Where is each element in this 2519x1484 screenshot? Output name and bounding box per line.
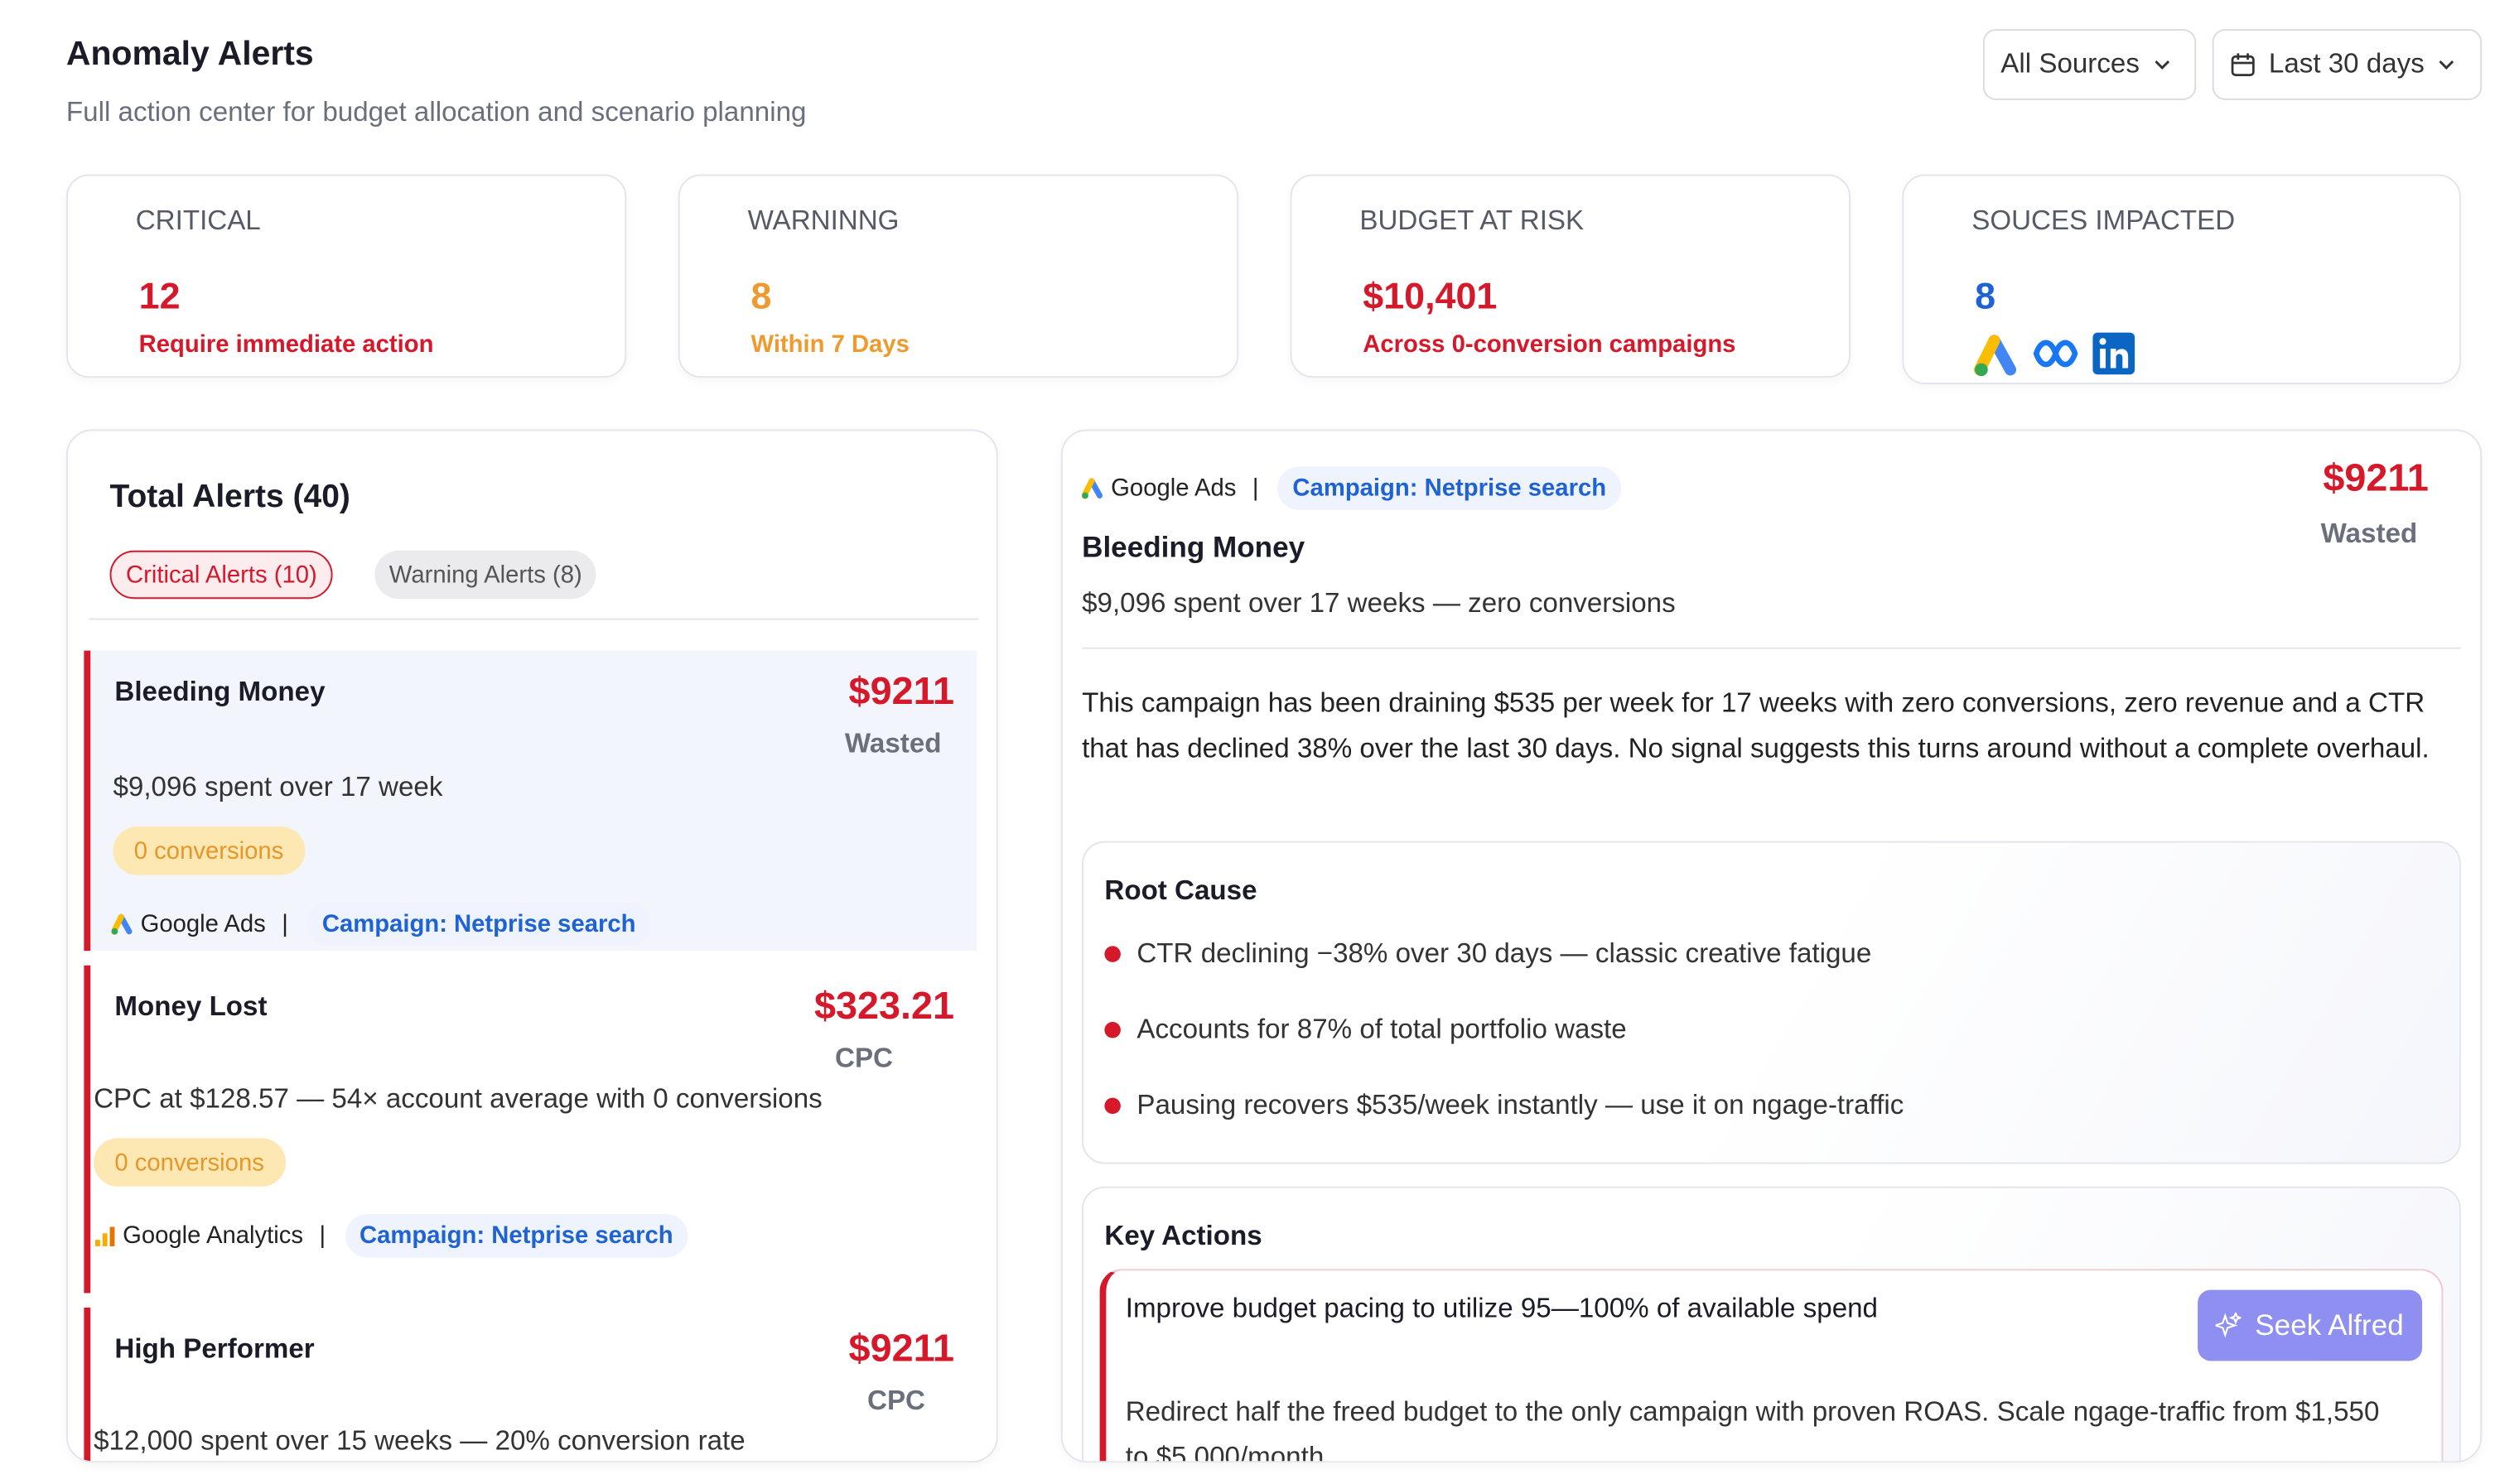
stat-note: Require immediate action — [138, 330, 434, 359]
alert-item[interactable]: Bleeding Money $9211 Wasted $9,096 spent… — [84, 650, 977, 952]
alert-title: Money Lost — [114, 990, 268, 1022]
alert-description: CPC at $128.57 — 54× account average wit… — [94, 1083, 823, 1115]
stat-label: WARNINNG — [747, 205, 900, 236]
page-title: Anomaly Alerts — [65, 35, 314, 73]
tab[interactable]: Critical Alerts (10) — [109, 550, 334, 600]
key-actions-box: Key Actions Improve budget pacing to uti… — [1082, 1186, 2461, 1463]
button-label: Seek Alfred — [2255, 1308, 2404, 1341]
stat-note: Across 0-conversion campaigns — [1363, 330, 1736, 359]
item-text: Pausing recovers $535/week instantly — u… — [1136, 1089, 1904, 1120]
sparkle-icon — [2216, 1312, 2242, 1338]
alert-badge: 0 conversions — [113, 826, 305, 875]
root-cause-item: CTR declining −38% over 30 days — classi… — [1104, 938, 1871, 971]
alert-amount-label: CPC — [835, 1043, 894, 1074]
stat-card: SOUCES IMPACTED 8 — [1902, 174, 2461, 384]
chevron — [2155, 60, 2170, 70]
root-cause-box: Root Cause CTR declining −38% over 30 da… — [1082, 841, 2461, 1164]
stat-value: 12 — [138, 274, 181, 317]
panel-title: Total Alerts (40) — [109, 479, 350, 515]
tab[interactable]: Warning Alerts (8) — [374, 550, 597, 600]
filter-label: Last 30 days — [2268, 48, 2425, 80]
alerts-panel: Total Alerts (40) Critical Alerts (10) W… — [65, 429, 998, 1463]
detail-title: Bleeding Money — [1082, 531, 1305, 564]
section-title: Root Cause — [1104, 874, 1257, 906]
source-icons — [1971, 332, 2135, 377]
separator: | — [1252, 475, 1259, 503]
item-text: CTR declining −38% over 30 days — classi… — [1136, 937, 1872, 969]
detail-panel: Google Ads | Campaign: Netprise search $92… — [1060, 429, 2483, 1463]
bullet — [1104, 1021, 1121, 1038]
detail-amount-label: Wasted — [2320, 518, 2418, 549]
alert-amount: $323.21 — [813, 985, 955, 1029]
section-title: Key Actions — [1104, 1220, 1262, 1251]
action-text: Redirect half the freed budget to the on… — [1125, 1396, 2380, 1463]
alert-amount-label: CPC — [867, 1385, 926, 1416]
divider — [1082, 647, 2461, 649]
root-cause-item: Pausing recovers $535/week instantly — u… — [1104, 1090, 1904, 1122]
alert-amount: $9211 — [848, 1327, 955, 1371]
action-card: Improve budget pacing to utilize 95—100%… — [1099, 1269, 2444, 1463]
source-name: Google Ads — [140, 910, 266, 938]
item-text: Accounts for 87% of total portfolio wast… — [1136, 1014, 1627, 1045]
divider — [89, 618, 979, 620]
alert-source: Google Ads | Campaign: Netprise search — [112, 902, 651, 947]
date-filter[interactable]: Last 30 days — [2212, 29, 2483, 100]
filter-label: All Sources — [2000, 48, 2140, 80]
calendar-icon — [2231, 53, 2255, 77]
bullet — [1104, 946, 1121, 962]
alert-item[interactable]: High Performer $9211 CPC $12,000 spent o… — [84, 1308, 977, 1462]
campaign-tag: Campaign: Netprise search — [345, 1213, 688, 1258]
page-subtitle: Full action center for budget allocation… — [65, 96, 807, 128]
stat-card: BUDGET AT RISK $10,401 Across 0-conversi… — [1290, 174, 1851, 378]
alert-item[interactable]: Money Lost $323.21 CPC CPC at $128.57 — … — [84, 965, 977, 1294]
google-analytics-icon — [95, 1226, 115, 1246]
seek-alfred-button[interactable]: Seek Alfred — [2198, 1289, 2423, 1361]
campaign-tag: Campaign: Netprise search — [1277, 466, 1621, 511]
stat-label: SOUCES IMPACTED — [1971, 205, 2236, 236]
chevron — [2439, 60, 2454, 70]
stat-note: Within 7 Days — [750, 330, 910, 359]
stat-value: $10,401 — [1363, 274, 1498, 317]
source-name: Google Ads — [1111, 475, 1237, 503]
detail-body: This campaign has been draining $535 per… — [1082, 687, 2430, 764]
stat-value: 8 — [1975, 274, 1996, 317]
alert-title: High Performer — [114, 1333, 315, 1365]
separator: | — [319, 1221, 326, 1250]
alert-title: Bleeding Money — [114, 676, 326, 707]
campaign-tag: Campaign: Netprise search — [307, 902, 651, 947]
detail-source: Google Ads | Campaign: Netprise search — [1082, 466, 1621, 511]
separator: | — [282, 910, 288, 938]
alert-amount-label: Wasted — [844, 728, 942, 759]
alert-source: Google Analytics | Campaign: Netprise sear… — [94, 1213, 688, 1258]
stat-label: CRITICAL — [135, 205, 261, 236]
alert-amount: $9211 — [848, 670, 955, 714]
alert-description: $9,096 spent over 17 week — [113, 771, 443, 802]
stat-card: CRITICAL 12 Require immediate action — [65, 174, 627, 378]
root-cause-item: Accounts for 87% of total portfolio wast… — [1104, 1014, 1627, 1046]
stat-value: 8 — [750, 274, 772, 317]
google-ads-icon — [112, 913, 134, 934]
stat-label: BUDGET AT RISK — [1359, 205, 1585, 236]
source-filter[interactable]: All Sources — [1982, 29, 2197, 100]
detail-amount: $9211 — [2323, 456, 2429, 501]
alert-description: $12,000 spent over 15 weeks — 20% conver… — [94, 1425, 746, 1457]
google-ads-icon — [1082, 478, 1104, 499]
action-title: Improve budget pacing to utilize 95—100%… — [1125, 1293, 1878, 1324]
bullet — [1104, 1097, 1121, 1115]
detail-summary: $9,096 spent over 17 weeks — zero conver… — [1082, 587, 1676, 619]
alert-badge: 0 conversions — [94, 1138, 286, 1187]
stat-card: WARNINNG 8 Within 7 Days — [678, 174, 1239, 378]
source-name: Google Analytics — [123, 1221, 303, 1250]
